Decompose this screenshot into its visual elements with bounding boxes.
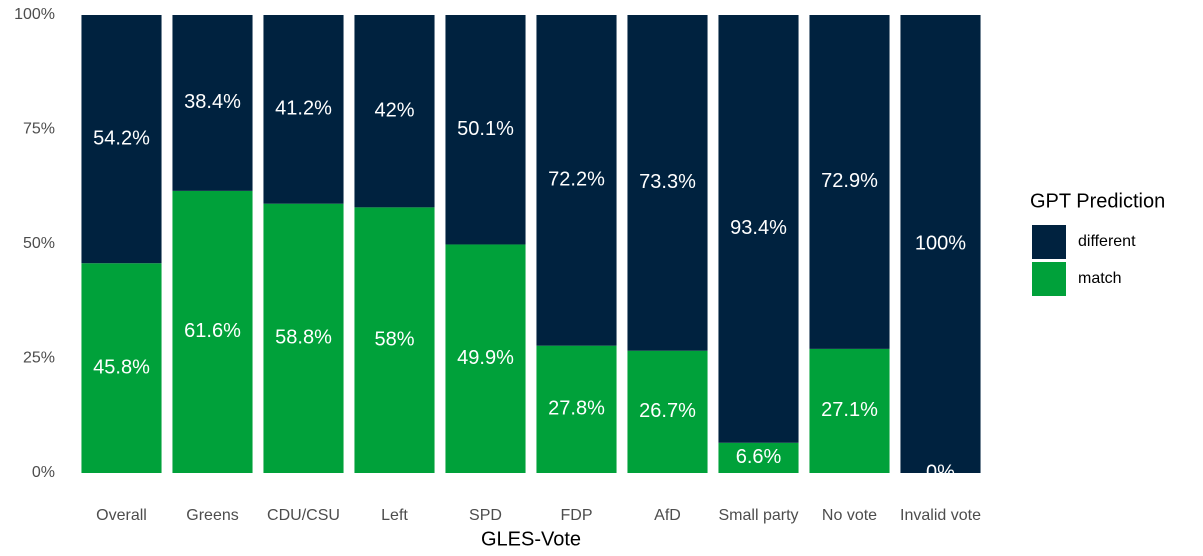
bar-segment	[81, 15, 162, 264]
y-tick-label: 100%	[14, 6, 55, 23]
value-label: 93.4%	[730, 217, 787, 239]
legend-label: match	[1078, 270, 1122, 287]
value-labels: 45.8% 54.2% 61.6% 38.4% 58.8% 41.2% 58% 42% 49.9…	[93, 91, 966, 483]
value-label: 72.2%	[548, 169, 605, 191]
value-label: 58.8%	[275, 327, 332, 349]
bar-segment	[809, 15, 890, 349]
bar-segment	[536, 15, 617, 346]
legend-title: GPT Prediction	[1030, 190, 1165, 212]
bar-segment	[263, 203, 344, 474]
value-label: 0%	[926, 461, 955, 483]
value-label: 54.2%	[93, 127, 150, 149]
x-tick-label: No vote	[822, 507, 877, 524]
bar-segment	[81, 263, 162, 473]
x-tick-label: Overall	[96, 507, 147, 524]
x-tick-label: SPD	[469, 507, 502, 524]
bar-segment	[900, 15, 981, 473]
value-label: 61.6%	[184, 320, 241, 342]
legend-label: different	[1078, 233, 1136, 250]
bar-segment	[536, 345, 617, 473]
value-label: 27.8%	[548, 398, 605, 420]
x-tick-label: AfD	[654, 507, 681, 524]
bar-segment	[445, 244, 526, 473]
x-tick-label: Greens	[186, 507, 238, 524]
y-tick-label: 50%	[23, 235, 55, 252]
legend-swatch	[1032, 262, 1066, 296]
value-label: 42%	[374, 99, 414, 121]
bar-segment	[809, 348, 890, 473]
x-tick-label: Small party	[718, 507, 798, 524]
bar-segment	[354, 15, 435, 208]
bar-segment	[718, 442, 799, 473]
value-label: 50.1%	[457, 118, 514, 140]
x-tick-label: CDU/CSU	[267, 507, 340, 524]
value-label: 6.6%	[736, 446, 782, 468]
x-tick-label: FDP	[561, 507, 593, 524]
value-label: 72.9%	[821, 170, 878, 192]
x-axis-title: GLES-Vote	[481, 528, 581, 550]
value-label: 26.7%	[639, 400, 696, 422]
bar-segment	[627, 15, 708, 351]
y-tick-label: 0%	[32, 464, 55, 481]
value-label: 27.1%	[821, 399, 878, 421]
value-label: 49.9%	[457, 347, 514, 369]
x-tick-label: Invalid vote	[900, 507, 981, 524]
value-label: 58%	[374, 328, 414, 350]
value-label: 41.2%	[275, 98, 332, 120]
bar-segment	[172, 190, 253, 473]
bar-segment	[172, 15, 253, 191]
bar-segment	[263, 15, 344, 204]
bar-segment	[354, 207, 435, 474]
value-label: 100%	[915, 232, 966, 254]
value-label: 73.3%	[639, 171, 696, 193]
value-label: 38.4%	[184, 91, 241, 113]
bar-segment	[718, 15, 799, 443]
x-tick-label: Left	[381, 507, 408, 524]
legend-swatch	[1032, 225, 1066, 259]
y-tick-label: 25%	[23, 350, 55, 367]
value-label: 45.8%	[93, 356, 150, 378]
bar-segment	[627, 350, 708, 473]
y-tick-label: 75%	[23, 121, 55, 138]
bar-segment	[445, 15, 526, 245]
